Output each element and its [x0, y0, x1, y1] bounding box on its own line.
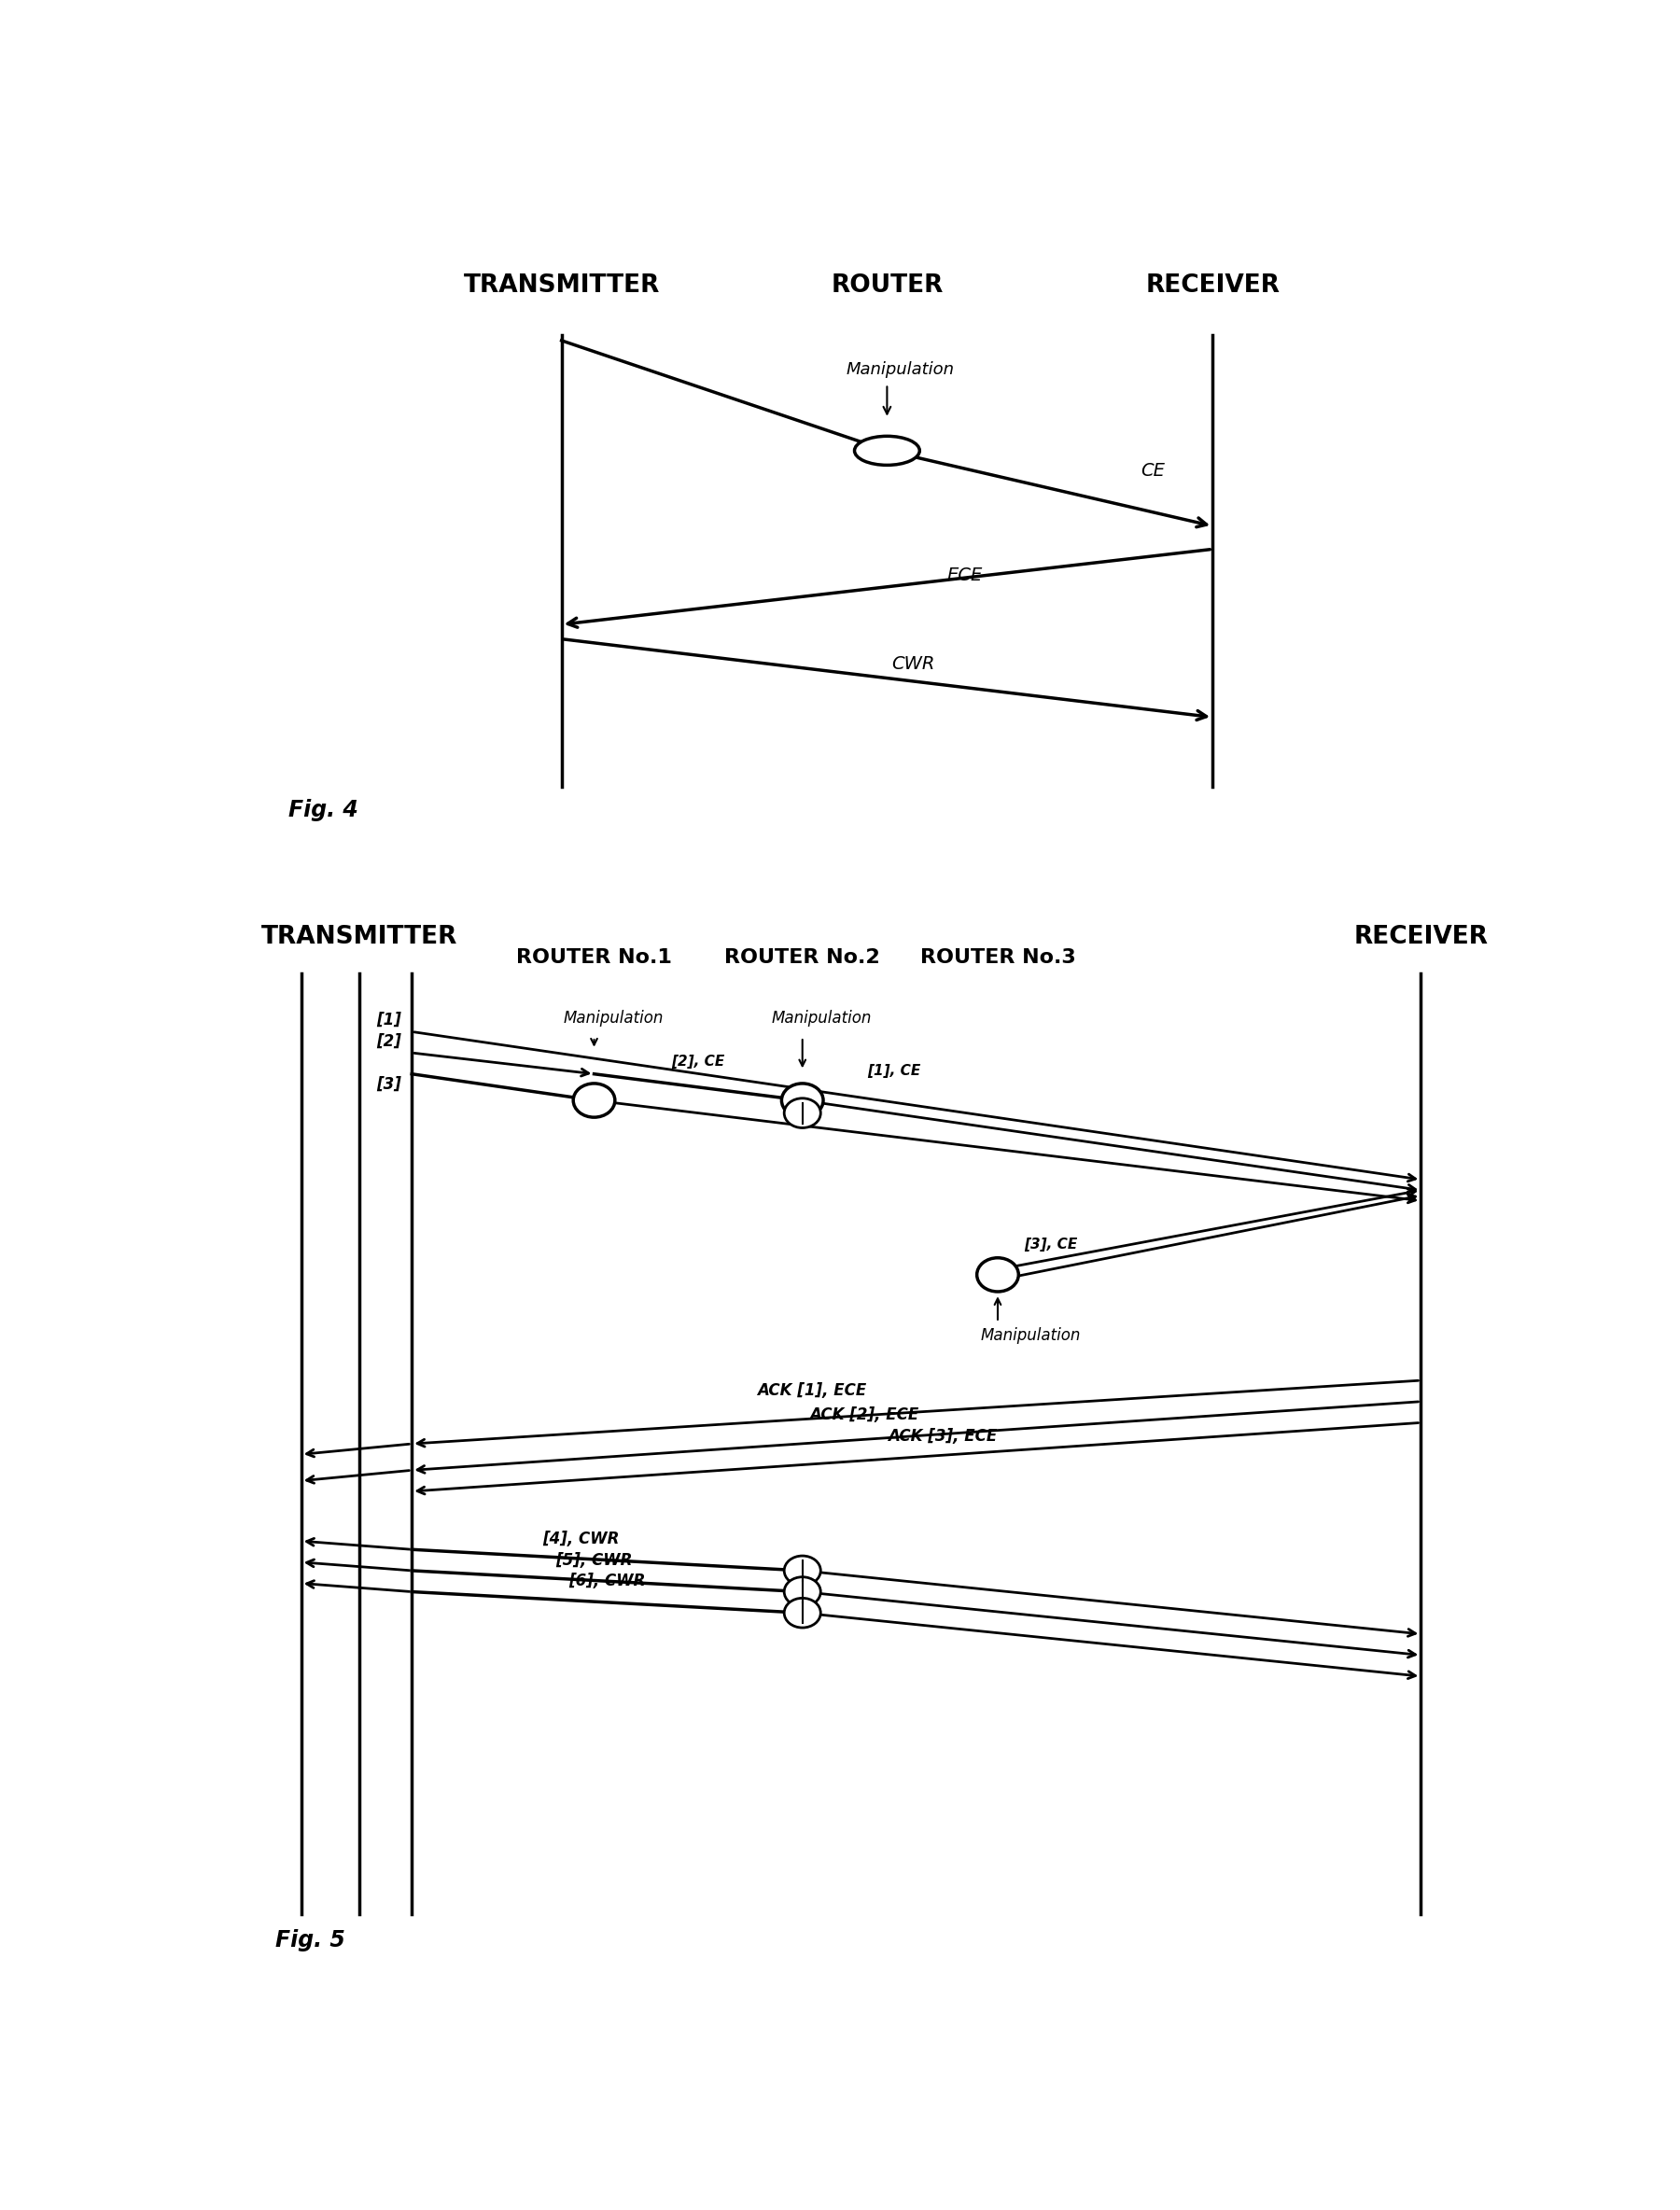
Text: [4], CWR: [4], CWR	[543, 1532, 620, 1547]
Text: Manipulation: Manipulation	[979, 1328, 1080, 1344]
Text: ROUTER No.1: ROUTER No.1	[516, 948, 672, 968]
Circle shape	[573, 1083, 615, 1118]
Text: ACK [2], ECE: ACK [2], ECE	[810, 1406, 919, 1423]
Text: Fig. 5: Fig. 5	[276, 1929, 344, 1951]
Circle shape	[855, 435, 919, 464]
Text: [1], CE: [1], CE	[867, 1065, 921, 1078]
Circle shape	[785, 1556, 820, 1585]
Circle shape	[785, 1598, 820, 1629]
Text: ROUTER No.2: ROUTER No.2	[724, 948, 880, 968]
Text: [2]: [2]	[376, 1032, 402, 1050]
Text: ECE: ECE	[948, 566, 983, 583]
Text: [1]: [1]	[376, 1012, 402, 1028]
Text: Manipulation: Manipulation	[847, 362, 954, 378]
Text: CE: CE	[1141, 462, 1166, 480]
Circle shape	[785, 1098, 820, 1127]
Text: [2], CE: [2], CE	[672, 1054, 726, 1067]
Text: Fig. 4: Fig. 4	[289, 798, 358, 822]
Circle shape	[976, 1257, 1018, 1291]
Text: CWR: CWR	[892, 654, 934, 672]
Circle shape	[785, 1578, 820, 1607]
Text: ACK [3], ECE: ACK [3], ECE	[887, 1428, 998, 1445]
Text: RECEIVER: RECEIVER	[1354, 924, 1488, 948]
Text: RECEIVER: RECEIVER	[1146, 274, 1280, 298]
Circle shape	[781, 1083, 823, 1118]
Text: TRANSMITTER: TRANSMITTER	[262, 924, 459, 948]
Text: [5], CWR: [5], CWR	[556, 1551, 633, 1569]
Text: ROUTER No.3: ROUTER No.3	[921, 948, 1075, 968]
Text: TRANSMITTER: TRANSMITTER	[464, 274, 660, 298]
Text: [3]: [3]	[376, 1076, 402, 1094]
Text: Manipulation: Manipulation	[563, 1010, 664, 1025]
Text: Manipulation: Manipulation	[771, 1010, 872, 1025]
Text: [3], CE: [3], CE	[1023, 1238, 1077, 1251]
Text: ROUTER: ROUTER	[832, 274, 942, 298]
Text: [6], CWR: [6], CWR	[568, 1574, 645, 1589]
Text: ACK [1], ECE: ACK [1], ECE	[758, 1383, 867, 1399]
